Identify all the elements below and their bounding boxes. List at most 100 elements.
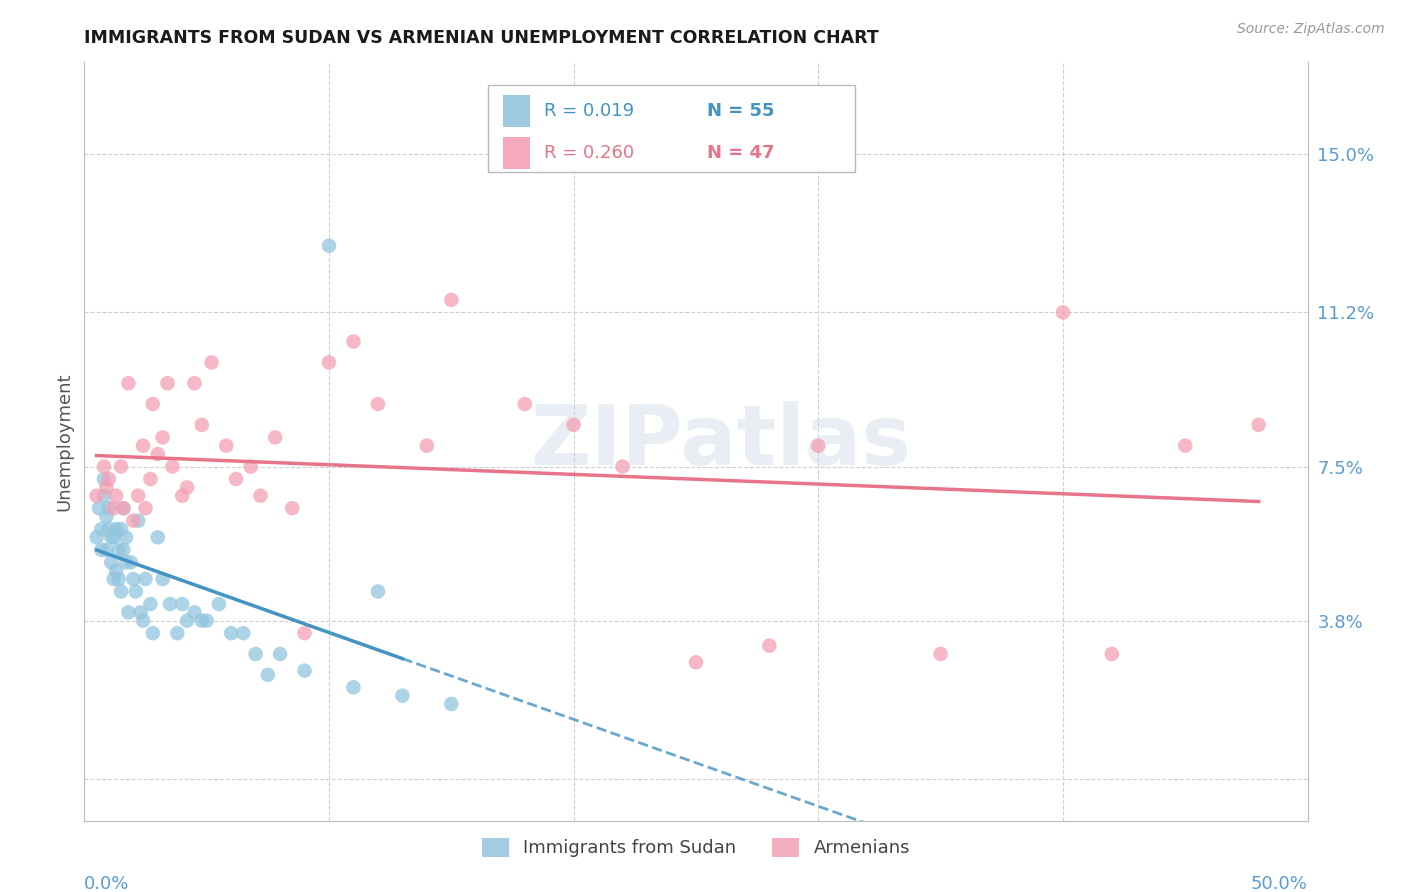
Bar [503, 137, 530, 169]
Point [200, 355, 222, 369]
Point [807, 439, 830, 453]
Point [215, 439, 238, 453]
Point [122, 572, 145, 586]
Point [93, 472, 115, 486]
Point [146, 447, 169, 461]
Point [183, 376, 205, 391]
Point [166, 626, 188, 640]
Point [562, 417, 585, 432]
Point [115, 530, 138, 544]
Point [103, 572, 125, 586]
Point [685, 656, 707, 670]
Point [318, 238, 340, 252]
Point [142, 626, 165, 640]
Point [132, 614, 155, 628]
Point [1174, 439, 1197, 453]
Point [93, 459, 115, 474]
Point [87, 501, 110, 516]
Text: R = 0.019: R = 0.019 [544, 103, 634, 120]
Point [232, 626, 254, 640]
Point [142, 397, 165, 411]
Text: IMMIGRANTS FROM SUDAN VS ARMENIAN UNEMPLOYMENT CORRELATION CHART: IMMIGRANTS FROM SUDAN VS ARMENIAN UNEMPL… [84, 29, 879, 47]
Point [176, 614, 198, 628]
Point [172, 489, 194, 503]
Point [245, 647, 267, 661]
Text: 50.0%: 50.0% [1251, 875, 1308, 892]
Point [105, 522, 128, 536]
Point [97, 522, 120, 536]
Point [257, 668, 280, 682]
Point [219, 626, 242, 640]
Point [176, 480, 198, 494]
Point [264, 430, 287, 444]
Point [97, 472, 120, 486]
Point [86, 489, 108, 503]
Point [929, 647, 952, 661]
Point [416, 439, 439, 453]
Point [110, 584, 132, 599]
Point [90, 522, 112, 536]
Point [440, 697, 463, 711]
Point [117, 605, 139, 619]
Point [103, 530, 125, 544]
Point [159, 597, 181, 611]
Point [110, 459, 132, 474]
Point [112, 501, 135, 516]
Point [112, 501, 135, 516]
Point [318, 355, 340, 369]
Point [96, 542, 118, 557]
Text: Source: ZipAtlas.com: Source: ZipAtlas.com [1237, 22, 1385, 37]
Point [513, 397, 536, 411]
Point [146, 530, 169, 544]
Point [1101, 647, 1123, 661]
Point [152, 572, 174, 586]
Point [135, 572, 157, 586]
Point [120, 555, 142, 569]
Point [152, 430, 174, 444]
Point [96, 509, 118, 524]
Y-axis label: Unemployment: Unemployment [55, 372, 73, 511]
Legend: Immigrants from Sudan, Armenians: Immigrants from Sudan, Armenians [474, 830, 918, 864]
Point [342, 334, 364, 349]
Point [86, 530, 108, 544]
Point [239, 459, 262, 474]
Point [132, 439, 155, 453]
Point [183, 605, 205, 619]
Point [294, 626, 316, 640]
Point [125, 584, 148, 599]
Point [172, 597, 194, 611]
Point [127, 514, 149, 528]
Point [122, 514, 145, 528]
Point [1247, 417, 1270, 432]
Point [112, 542, 135, 557]
Point [249, 489, 271, 503]
Point [195, 614, 218, 628]
Point [105, 489, 128, 503]
Point [225, 472, 247, 486]
Point [162, 459, 184, 474]
Point [156, 376, 179, 391]
Point [440, 293, 463, 307]
Point [135, 501, 157, 516]
Point [93, 489, 115, 503]
Point [758, 639, 780, 653]
Point [129, 605, 152, 619]
Text: ZIPatlas: ZIPatlas [530, 401, 911, 482]
Point [269, 647, 291, 661]
Point [612, 459, 634, 474]
Point [97, 501, 120, 516]
Text: N = 47: N = 47 [707, 145, 775, 162]
FancyBboxPatch shape [488, 85, 855, 172]
Point [100, 530, 122, 544]
Point [90, 542, 112, 557]
Text: R = 0.260: R = 0.260 [544, 145, 634, 162]
Text: 0.0%: 0.0% [84, 875, 129, 892]
Point [208, 597, 231, 611]
Point [127, 489, 149, 503]
Point [294, 664, 316, 678]
Point [117, 376, 139, 391]
Point [115, 555, 138, 569]
Point [391, 689, 413, 703]
Point [191, 614, 214, 628]
Point [139, 472, 162, 486]
